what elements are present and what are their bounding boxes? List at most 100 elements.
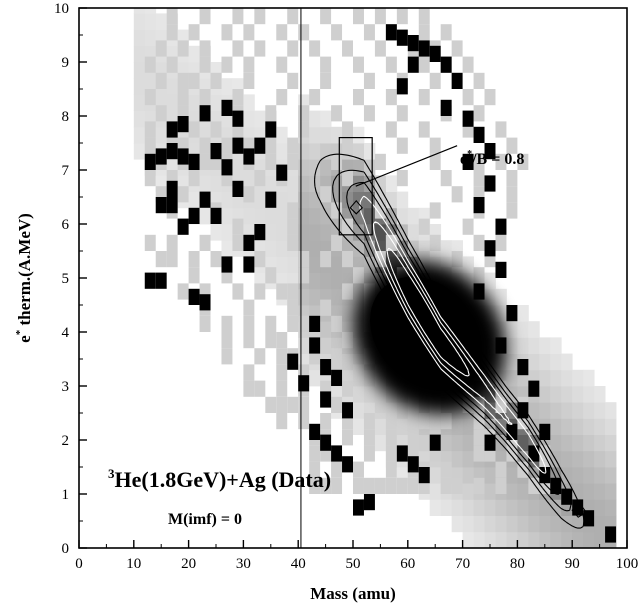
heatmap-cell xyxy=(254,159,266,176)
heatmap-cell xyxy=(363,224,376,241)
heatmap-cell xyxy=(265,396,277,413)
heatmap-cell xyxy=(155,94,168,111)
heatmap-cell-dark xyxy=(353,499,364,516)
heatmap-cell xyxy=(210,121,222,138)
heatmap-cell xyxy=(298,337,310,354)
heatmap-cell xyxy=(342,170,353,187)
heatmap-cell-dark xyxy=(210,143,222,160)
heatmap-cell xyxy=(517,499,529,516)
heatmap-cell xyxy=(396,402,409,419)
heatmap-cell-dark xyxy=(232,180,244,197)
heatmap-cell xyxy=(243,207,255,225)
heatmap-cell xyxy=(418,56,430,73)
heatmap-cell xyxy=(221,207,233,225)
heatmap-cell xyxy=(254,8,266,25)
heatmap-cell xyxy=(353,402,365,419)
heatmap-cell xyxy=(320,207,332,225)
heatmap-cell xyxy=(243,137,255,154)
heatmap-cell xyxy=(484,483,496,500)
heatmap-cell-dark xyxy=(506,423,518,440)
heatmap-cell-dark xyxy=(561,488,573,505)
heatmap-cell xyxy=(144,8,157,14)
heatmap-cell xyxy=(287,218,299,235)
y-tick-label: 8 xyxy=(62,109,70,125)
heatmap-cell xyxy=(155,105,167,122)
heatmap-cell xyxy=(254,110,266,128)
heatmap-cell xyxy=(320,321,332,338)
heatmap-cell xyxy=(309,348,321,365)
heatmap-cell xyxy=(177,29,189,47)
heatmap-cell xyxy=(506,402,518,419)
heatmap-cell-dark xyxy=(254,137,266,154)
heatmap-cell-dark xyxy=(199,191,211,208)
heatmap-cell xyxy=(363,413,375,430)
heatmap-cell xyxy=(363,207,376,225)
heatmap-cell xyxy=(232,283,244,300)
heatmap-cell xyxy=(473,396,485,413)
heatmap-cell xyxy=(594,402,606,419)
heatmap-cell xyxy=(342,121,353,138)
heatmap-cell xyxy=(539,386,551,403)
heatmap-cell xyxy=(429,137,441,154)
heatmap-cell xyxy=(309,207,321,225)
heatmap-cell xyxy=(440,170,452,187)
heatmap-cell xyxy=(353,159,365,176)
x-tick-label: 80 xyxy=(510,556,525,572)
heatmap-cell xyxy=(462,499,474,516)
heatmap-cell xyxy=(561,499,573,516)
heatmap-cell xyxy=(506,186,518,203)
heatmap-cell xyxy=(298,121,310,138)
heatmap-cell xyxy=(287,283,299,300)
heatmap-cell xyxy=(374,240,387,257)
heatmap-cell xyxy=(484,499,496,516)
heatmap-cell-dark xyxy=(517,359,529,376)
heatmap-cell xyxy=(188,24,200,41)
heatmap-cell xyxy=(528,515,540,533)
heatmap-cell-dark xyxy=(407,456,419,473)
heatmap-cell xyxy=(517,369,529,387)
heatmap-cell xyxy=(320,186,332,203)
heatmap-cell xyxy=(254,191,266,209)
heatmap-cell xyxy=(550,467,562,484)
heatmap-cell xyxy=(528,477,540,494)
heatmap-cell-dark xyxy=(495,218,507,235)
heatmap-cell xyxy=(287,72,299,89)
heatmap-cell xyxy=(254,207,266,225)
heatmap-cell xyxy=(517,305,529,322)
heatmap-cell xyxy=(342,380,353,397)
heatmap-cell xyxy=(243,56,255,73)
heatmap-cell-dark xyxy=(221,159,233,176)
heatmap-cell xyxy=(177,137,189,154)
heatmap-cell xyxy=(298,143,310,160)
heatmap-cell xyxy=(221,78,233,95)
heatmap-cell xyxy=(462,418,474,435)
heatmap-cell xyxy=(407,413,419,430)
heatmap-cell xyxy=(320,477,332,494)
heatmap-cell xyxy=(331,234,343,251)
heatmap-cell xyxy=(144,89,156,106)
x-tick-label: 60 xyxy=(400,556,415,572)
heatmap-cell xyxy=(342,240,354,257)
heatmap-cell xyxy=(517,483,529,500)
heatmap-cell xyxy=(166,234,178,251)
heatmap-cell xyxy=(210,191,222,209)
heatmap-cell xyxy=(276,380,288,397)
heatmap-cell-dark xyxy=(440,56,452,73)
heatmap-cell xyxy=(320,337,332,354)
heatmap-cell xyxy=(374,434,387,452)
heatmap-cell xyxy=(550,515,562,533)
heatmap-cell-dark xyxy=(144,153,156,170)
heatmap-cell xyxy=(583,483,595,500)
heatmap-cell xyxy=(451,467,463,484)
heatmap-cell xyxy=(539,445,551,462)
heatmap-cell xyxy=(276,256,288,273)
heatmap-cell xyxy=(342,429,353,446)
heatmap-cell-dark xyxy=(342,402,353,419)
x-tick-label: 90 xyxy=(565,556,580,572)
heatmap-cell xyxy=(265,256,277,273)
heatmap-cell xyxy=(462,89,474,106)
heatmap-cell-dark xyxy=(495,261,507,278)
annotation-layer xyxy=(300,8,458,548)
heatmap-cell xyxy=(363,105,375,122)
heatmap-cell xyxy=(396,418,409,435)
